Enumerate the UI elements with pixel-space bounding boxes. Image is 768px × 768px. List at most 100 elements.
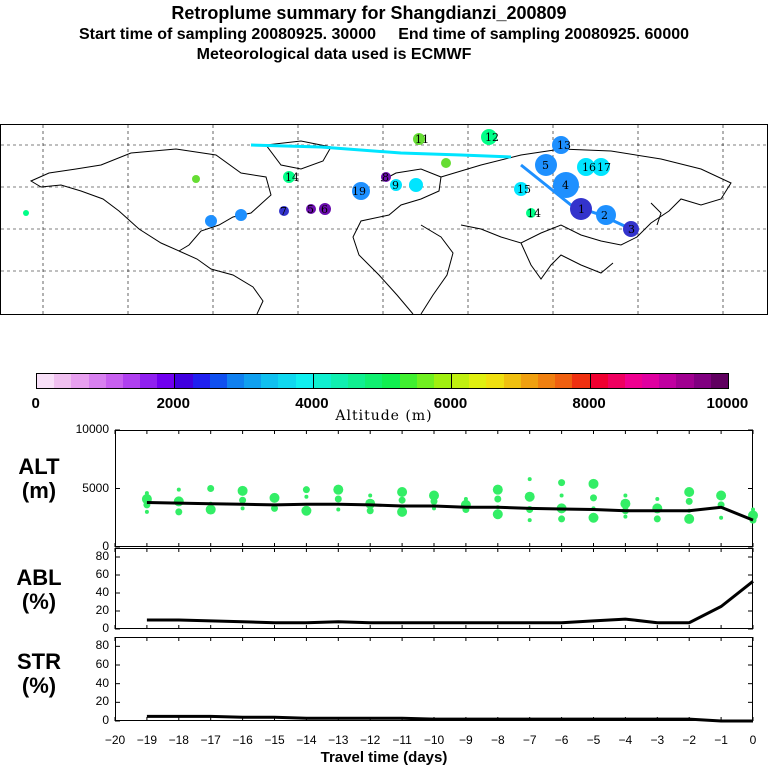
alt-cluster-point — [620, 498, 631, 509]
colorbar-segment — [71, 374, 89, 388]
y-tick-label: 0 — [102, 539, 109, 553]
plume-marker — [205, 215, 217, 227]
plume-marker-label: 19 — [352, 185, 366, 198]
alt-cluster-point — [590, 494, 597, 502]
plume-marker-label: 9 — [392, 179, 399, 192]
plume-marker-label: 13 — [557, 139, 571, 152]
plume-marker-label: 17 — [597, 161, 611, 174]
y-tick-label: 0 — [102, 713, 109, 727]
plume-marker — [570, 198, 592, 220]
x-tick-label: −14 — [296, 733, 317, 747]
alt-label-top: ALT — [18, 454, 60, 479]
alt-cluster-point — [685, 497, 693, 505]
alt-cluster-point — [176, 487, 181, 492]
plume-marker — [596, 205, 616, 225]
coastlines — [29, 140, 732, 314]
y-tick-label: 60 — [95, 657, 109, 671]
x-tick-label: −1 — [714, 733, 728, 747]
alt-cluster-point — [336, 507, 341, 512]
alt-cluster-point — [463, 497, 468, 502]
plume-marker — [235, 209, 247, 221]
alt-cluster-point — [655, 497, 660, 502]
alt-cluster-point — [397, 487, 408, 498]
colorbar-segment — [122, 374, 141, 388]
plume-marker-label: 12 — [485, 131, 499, 144]
plume-marker — [413, 133, 425, 145]
colorbar-tick-label: 8000 — [572, 395, 606, 412]
alt-cluster-point — [205, 504, 216, 515]
colorbar-segment — [486, 374, 504, 388]
colorbar-segment — [157, 374, 176, 388]
abl-label-bottom: (%) — [21, 589, 57, 614]
colorbar-segment — [54, 374, 72, 388]
plume-marker — [306, 204, 316, 214]
sampling-time-subtitle: Start time of sampling 20080925. 30000 E… — [78, 26, 690, 43]
colorbar-segment — [710, 374, 728, 388]
plume-marker — [623, 221, 639, 237]
colorbar-segment — [348, 374, 366, 388]
alt-cluster-point — [558, 479, 566, 487]
world-map-plume: 3 2 1 4 5 13 17 16 12 11 15 14 19 8 9 14 6 5 7 — [0, 124, 768, 315]
alt-cluster-point — [588, 512, 599, 523]
alt-cluster-point — [524, 491, 535, 502]
alt-cluster-point — [304, 494, 309, 499]
x-axis-label: Travel time (days) — [320, 749, 448, 766]
str-label-top: STR — [17, 649, 61, 674]
x-tick-label: −4 — [618, 733, 633, 747]
colorbar-segment — [624, 374, 643, 388]
colorbar-segment — [416, 374, 434, 388]
colorbar-segment — [659, 374, 677, 388]
colorbar-segment — [452, 374, 470, 388]
alt-cluster-point — [397, 506, 408, 517]
plume-marker — [23, 210, 29, 216]
alt-cluster-point — [301, 505, 312, 516]
alt-cluster-point — [527, 518, 532, 523]
plume-marker — [526, 208, 536, 218]
plume-marker-label: 14 — [527, 207, 541, 220]
x-tick-label: −10 — [423, 733, 445, 747]
colorbar-tick-label: 4000 — [295, 395, 329, 412]
alt-cluster-point — [623, 493, 628, 498]
met-data-line: Meteorological data used is ECMWF — [196, 46, 472, 63]
plume-marker — [390, 179, 402, 191]
x-tick-label: 0 — [749, 733, 757, 747]
colorbar-segment — [365, 374, 383, 388]
x-tick-label: −8 — [490, 733, 505, 747]
colorbar-segment — [192, 374, 210, 388]
colorbar-segment — [37, 374, 55, 388]
alt-cluster-point — [240, 506, 245, 511]
colorbar-tick-label: 10000 — [706, 395, 749, 412]
y-tick-label: 5000 — [82, 480, 109, 495]
colorbar-segment — [676, 374, 694, 388]
plume-marker-label: 2 — [601, 209, 608, 222]
alt-cluster-point — [302, 486, 310, 494]
colorbar-segment — [88, 374, 106, 388]
plume-marker-label: 7 — [280, 205, 287, 218]
x-tick-label: −16 — [232, 733, 253, 747]
plume-marker — [279, 206, 289, 216]
plume-marker — [514, 182, 528, 196]
x-tick-label: −12 — [360, 733, 381, 747]
colorbar-segment — [244, 374, 262, 388]
alt-cluster-point — [653, 515, 661, 523]
plume-marker — [381, 172, 391, 182]
colorbar-segment — [607, 374, 625, 388]
str-panel-label: STR (%) — [9, 650, 69, 698]
plume-marker-label: 11 — [415, 133, 429, 146]
colorbar-segment — [330, 374, 349, 388]
alt-cluster-point — [719, 515, 724, 520]
plume-marker-label: 1 — [578, 203, 585, 216]
x-tick-label: −19 — [136, 733, 158, 747]
y-tick-label: 40 — [95, 585, 109, 599]
alt-panel-label: ALT (m) — [9, 455, 69, 503]
abl-label-top: ABL — [16, 565, 62, 590]
plume-marker — [192, 175, 200, 183]
alt-cluster-point — [334, 495, 342, 503]
alt-cluster-point — [559, 493, 564, 498]
colorbar-segment — [520, 374, 538, 388]
plume-marker — [319, 203, 331, 215]
alt-cluster-point — [716, 490, 727, 501]
colorbar-segment — [555, 374, 573, 388]
colorbar-segment — [399, 374, 417, 388]
